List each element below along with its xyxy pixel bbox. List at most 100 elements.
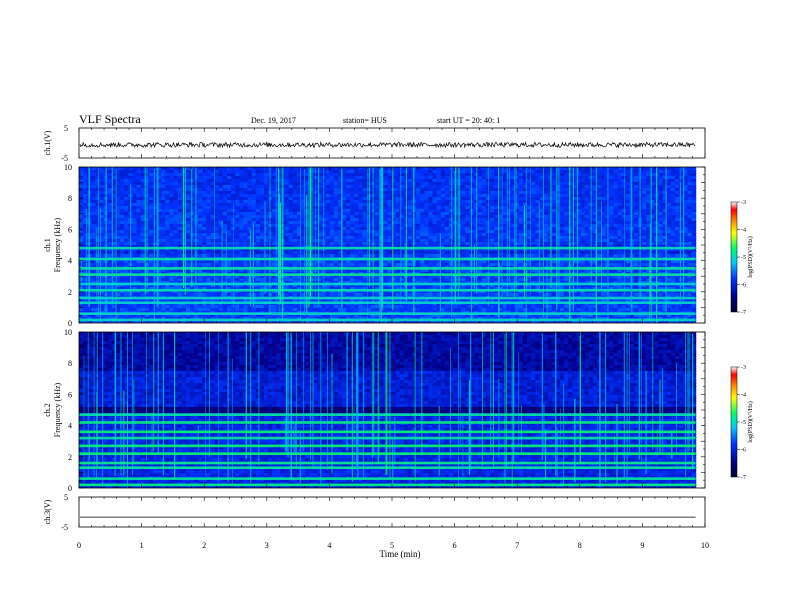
spectrogram-cell [99, 185, 105, 189]
spectrogram-cell [391, 242, 397, 246]
spectrogram-cell [136, 227, 142, 231]
spectrogram-cell [239, 191, 245, 195]
spectrogram-cell [292, 197, 298, 201]
spectrogram-cell [428, 206, 434, 210]
spectrogram-cell [202, 182, 208, 186]
spectrogram-cell [510, 233, 516, 237]
spectrogram-cell [498, 179, 504, 183]
spectrogram-cell [642, 230, 647, 234]
spectrogram-cell [222, 221, 228, 225]
spectrogram-cell [592, 200, 598, 204]
spectrogram-cell [173, 242, 179, 246]
spectrogram-cell [202, 191, 208, 195]
spectrogram-cell [399, 176, 405, 180]
spectrogram-cell [407, 176, 413, 180]
spectrogram-cell [333, 200, 339, 204]
spectrogram-cell [342, 185, 347, 189]
spectrogram-cell [292, 251, 298, 255]
spectrogram-cell [325, 212, 331, 216]
spectrogram-cell [309, 170, 314, 174]
spectrogram-cell [124, 176, 129, 180]
spectrogram-cell [99, 218, 105, 222]
spectrogram-cell [296, 254, 302, 258]
spectrogram-cell [354, 218, 360, 222]
spectrogram-cell [259, 185, 265, 189]
spectrogram-cell [559, 170, 565, 174]
spectrogram-cell [658, 239, 664, 243]
spectrogram-cell [132, 185, 138, 189]
spectrogram-cell [247, 170, 253, 174]
spectrogram-cell [432, 221, 438, 225]
spectrogram-cell [177, 206, 183, 210]
spectrogram-cell [255, 230, 261, 234]
spectrogram-cell [358, 251, 364, 255]
spectrogram-cell [539, 167, 545, 171]
spectrogram-cell [350, 218, 356, 222]
spectrogram-cell [572, 197, 577, 201]
spectrogram-cell [469, 191, 475, 195]
spectrogram-cell [391, 218, 397, 222]
spectrogram-cell [95, 215, 101, 219]
spectrogram-cell [568, 218, 573, 222]
spectrogram-cell [531, 173, 536, 177]
spectrogram-cell [305, 260, 310, 264]
spectrogram-cell [83, 182, 88, 186]
spectrogram-cell [522, 173, 528, 177]
spectrogram-cell [642, 200, 647, 204]
spectrogram-cell [691, 173, 697, 177]
spectrogram-cell [346, 221, 351, 225]
spectrogram-cell [428, 182, 434, 186]
spectrogram-cell [658, 206, 664, 210]
spectrogram-cell [337, 194, 343, 198]
spectrogram-cell [679, 230, 684, 234]
spectrogram-cell [337, 215, 343, 219]
spectrogram-cell [432, 209, 438, 213]
spectrogram-cell [662, 203, 668, 207]
spectrogram-cell [514, 179, 520, 183]
spectrogram-cell [428, 188, 434, 192]
spectrogram-cell [592, 173, 598, 177]
spectrogram-cell [333, 239, 339, 243]
spectrogram-cell [387, 182, 393, 186]
spectrogram-cell [317, 242, 323, 246]
spectrogram-cell [362, 197, 368, 201]
spectrogram-cell [601, 182, 606, 186]
spectrogram-cell [473, 191, 479, 195]
spectrogram-cell [613, 230, 619, 234]
spectrogram-cell [161, 197, 166, 201]
spectrogram-cell [481, 173, 487, 177]
spectrogram-cell [300, 185, 306, 189]
spectrogram-cell [559, 263, 565, 267]
spectrogram-cell [140, 224, 146, 228]
spectrogram-cell [374, 212, 380, 216]
spectrogram-cell [609, 260, 614, 264]
spectrogram-cell [173, 182, 179, 186]
spectrogram-cell [691, 176, 697, 180]
spectrogram-cell [432, 248, 438, 252]
spectrogram-cell [473, 233, 479, 237]
spectrogram-cell [181, 170, 187, 174]
spectrogram-cell [395, 260, 401, 264]
spectrogram-cell [342, 206, 347, 210]
spectrogram-cell [613, 185, 619, 189]
spectrogram-cell [399, 212, 405, 216]
spectrogram-cell [243, 206, 249, 210]
spectrogram-cell [115, 176, 121, 180]
spectrogram-cell [115, 215, 121, 219]
spectrogram-cell [263, 173, 269, 177]
spectrogram-cell [543, 239, 549, 243]
spectrogram-cell [263, 260, 269, 264]
spectrogram-cell [666, 191, 672, 195]
spectrogram-cell [337, 191, 343, 195]
spectrogram-cell [132, 203, 138, 207]
spectrogram-cell [374, 224, 380, 228]
spectrogram-cell [239, 251, 245, 255]
spectrogram-cell [263, 233, 269, 237]
spectrogram-cell [531, 179, 536, 183]
spectrogram-cell [136, 188, 142, 192]
spectrogram-cell [551, 251, 557, 255]
spectrogram-cell [642, 170, 647, 174]
spectrogram-cell [650, 167, 656, 171]
spectrogram-cell [358, 218, 364, 222]
spectrogram-cell [358, 245, 364, 249]
